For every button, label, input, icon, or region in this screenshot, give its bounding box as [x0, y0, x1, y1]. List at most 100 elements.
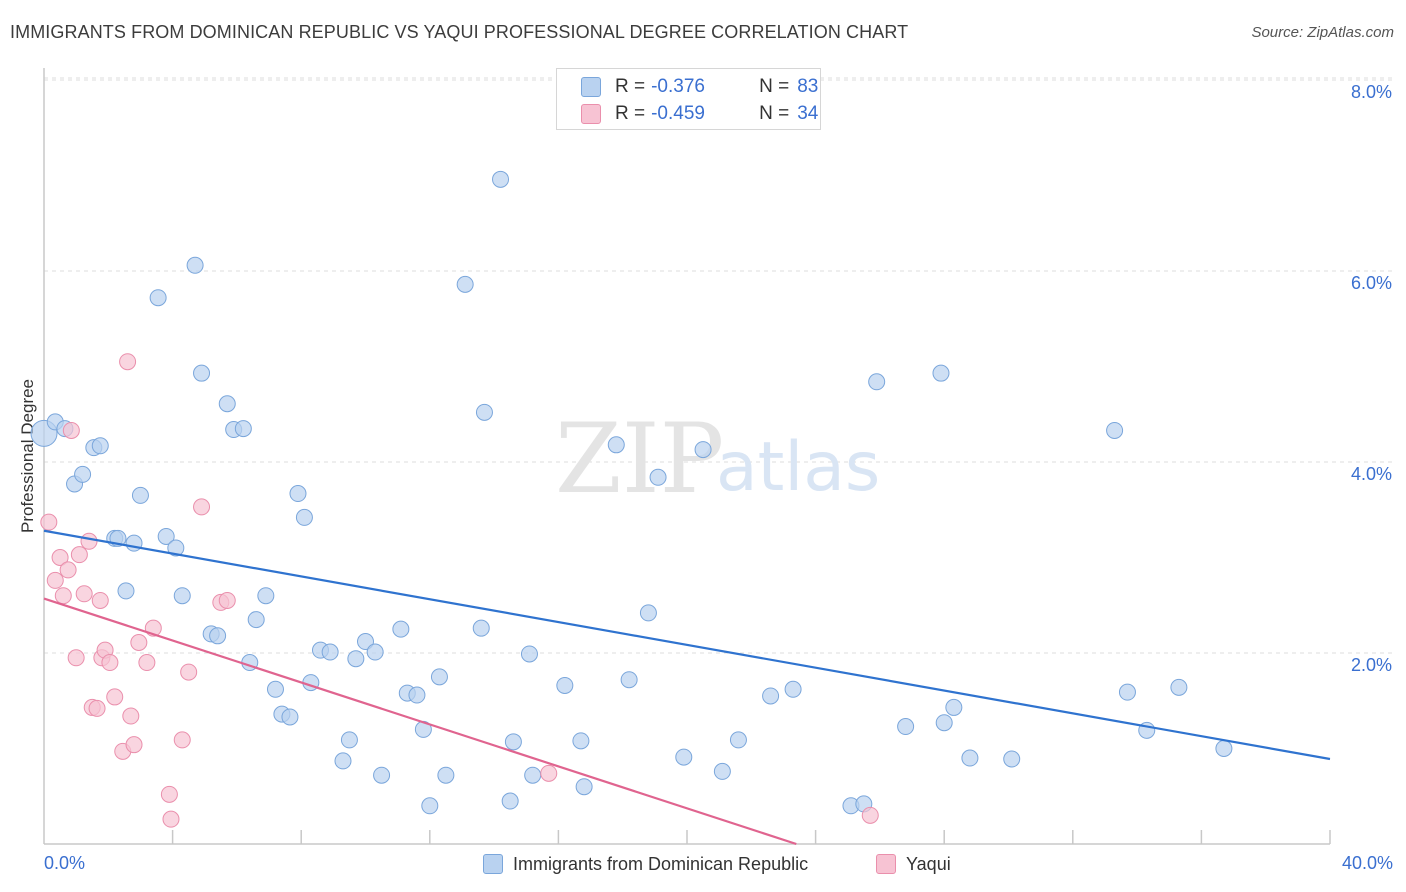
stats-r-label: R =: [615, 76, 646, 97]
blue-swatch: [483, 854, 503, 874]
dominican-data-point: [504, 733, 522, 751]
dominican-data-point: [295, 508, 313, 526]
dominican-data-point: [321, 643, 339, 661]
dominican-data-point: [366, 643, 384, 661]
yaqui-data-point: [67, 649, 85, 667]
dominican-data-point: [472, 619, 490, 637]
y-tick-label: 6.0%: [1351, 273, 1392, 293]
dominican-data-point: [897, 718, 915, 736]
yaqui-data-point: [540, 764, 558, 782]
yaqui-data-point: [40, 513, 58, 531]
dominican-data-point: [157, 527, 175, 545]
trend-lines: [43, 529, 1331, 846]
yaqui-data-point: [59, 561, 77, 579]
dominican-data-point: [340, 731, 358, 749]
x-tick-label: 0.0%: [44, 853, 85, 873]
stats-legend-box: R = -0.376 N = 83 R = -0.459 N = 34: [556, 68, 821, 130]
dominican-data-point: [149, 289, 167, 307]
dominican-data-point: [762, 687, 780, 705]
pink-swatch: [876, 854, 896, 874]
dominican-data-point: [91, 437, 109, 455]
yaqui-data-point: [101, 654, 119, 672]
stats-n-value: 83: [797, 76, 819, 97]
yaqui-trend-line: [43, 597, 797, 846]
yaqui-data-point: [125, 736, 143, 754]
dominican-data-point: [520, 645, 538, 663]
dominican-data-point: [456, 275, 474, 293]
dominican-data-point: [117, 582, 135, 600]
dominican-data-point: [209, 627, 227, 645]
dominican-data-point: [784, 680, 802, 698]
tick-labels: 2.0% 4.0% 6.0% 8.0% 0.0% 40.0%: [44, 82, 1393, 873]
yaqui-data-point: [106, 688, 124, 706]
dominican-data-point: [932, 364, 950, 382]
dominican-data-point: [234, 420, 252, 438]
pink-swatch: [581, 104, 601, 124]
yaqui-data-point: [122, 707, 140, 725]
watermark-atlas: atlas: [716, 428, 880, 507]
stats-r-value: -0.459: [651, 103, 705, 124]
dominican-data-point: [74, 465, 92, 483]
dominican-data-point: [373, 766, 391, 784]
dominican-data-point: [347, 650, 365, 668]
stats-r-value: -0.376: [651, 76, 705, 97]
dominican-data-point: [266, 680, 284, 698]
y-tick-label: 4.0%: [1351, 464, 1392, 484]
dominican-data-point: [173, 587, 191, 605]
dominican-data-point: [193, 364, 211, 382]
y-tick-label: 2.0%: [1351, 655, 1392, 675]
chart-title: IMMIGRANTS FROM DOMINICAN REPUBLIC VS YA…: [10, 22, 909, 42]
yaqui-data-point: [46, 571, 64, 589]
dominican-data-point: [281, 708, 299, 726]
yaqui-data-point: [138, 654, 156, 672]
yaqui-data-point: [91, 591, 109, 609]
dominican-trend-line: [43, 529, 1331, 761]
dominican-data-point: [167, 539, 185, 557]
y-tick-label: 8.0%: [1351, 82, 1392, 102]
dominican-data-point: [575, 778, 593, 796]
dominican-data-point: [524, 766, 542, 784]
dominican-data-point: [694, 441, 712, 459]
watermark-zip: ZIP: [555, 403, 724, 515]
yaqui-data-point: [861, 806, 879, 824]
stats-n-label: N =: [759, 76, 790, 97]
stats-row-blue: R = -0.376 N = 83: [581, 75, 818, 99]
yaqui-data-point: [51, 549, 69, 566]
dominican-data-point: [437, 766, 455, 784]
yaqui-data-point: [160, 785, 178, 803]
dominican-data-point: [186, 256, 204, 274]
dominican-data-point: [572, 732, 590, 750]
dominican-data-point: [492, 170, 510, 188]
yaqui-data-point: [62, 421, 80, 439]
dominican-data-point: [392, 620, 410, 638]
stats-n-value: 34: [797, 103, 819, 124]
yaqui-data-point: [218, 591, 236, 609]
stats-r-label: R =: [615, 103, 646, 124]
yaqui-data-point: [193, 498, 211, 516]
dominican-data-point: [556, 676, 574, 694]
yaqui-data-point: [88, 699, 106, 717]
yaqui-data-point: [75, 585, 93, 603]
dominican-data-point: [607, 436, 625, 454]
yaqui-data-point: [173, 731, 191, 749]
dominican-data-point: [475, 403, 493, 421]
stats-row-pink: R = -0.459 N = 34: [581, 102, 818, 126]
dominican-data-point: [1003, 750, 1021, 768]
dominican-data-point: [357, 633, 374, 651]
dominican-data-point: [334, 752, 352, 770]
stats-n-label: N =: [759, 103, 790, 124]
yaqui-data-point: [119, 353, 137, 371]
dominican-data-point: [675, 748, 693, 766]
dominican-data-point: [729, 731, 747, 749]
yaqui-data-point: [70, 546, 88, 564]
legend-item-dominican[interactable]: Immigrants from Dominican Republic: [483, 851, 808, 877]
dominican-data-point: [961, 749, 979, 767]
dominican-data-point: [257, 587, 275, 605]
legend-item-yaqui[interactable]: Yaqui: [876, 851, 951, 877]
data-points: [30, 170, 1233, 828]
dominican-data-point: [289, 485, 307, 503]
dominican-data-point: [639, 604, 657, 622]
dominican-data-point: [1118, 683, 1136, 701]
dominican-data-point: [247, 611, 265, 629]
